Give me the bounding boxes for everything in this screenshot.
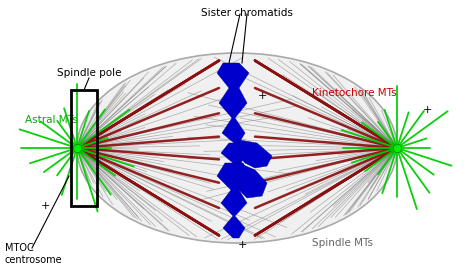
- Bar: [71, 90, 97, 206]
- Text: +: +: [422, 105, 432, 115]
- Text: Kinetochore MTs: Kinetochore MTs: [312, 88, 397, 98]
- Text: +: +: [40, 201, 50, 211]
- PathPatch shape: [239, 163, 267, 198]
- PathPatch shape: [217, 63, 249, 143]
- Text: Sister chromatids: Sister chromatids: [201, 8, 293, 18]
- PathPatch shape: [221, 143, 247, 163]
- Text: MTOC
centrosome: MTOC centrosome: [5, 243, 63, 265]
- Ellipse shape: [77, 53, 397, 243]
- Text: Astral MTs: Astral MTs: [25, 115, 78, 125]
- Text: +: +: [237, 240, 246, 250]
- Text: Spindle MTs: Spindle MTs: [312, 238, 373, 248]
- Text: Spindle pole: Spindle pole: [57, 68, 121, 78]
- PathPatch shape: [217, 163, 251, 238]
- Text: +: +: [257, 91, 267, 101]
- PathPatch shape: [239, 140, 272, 168]
